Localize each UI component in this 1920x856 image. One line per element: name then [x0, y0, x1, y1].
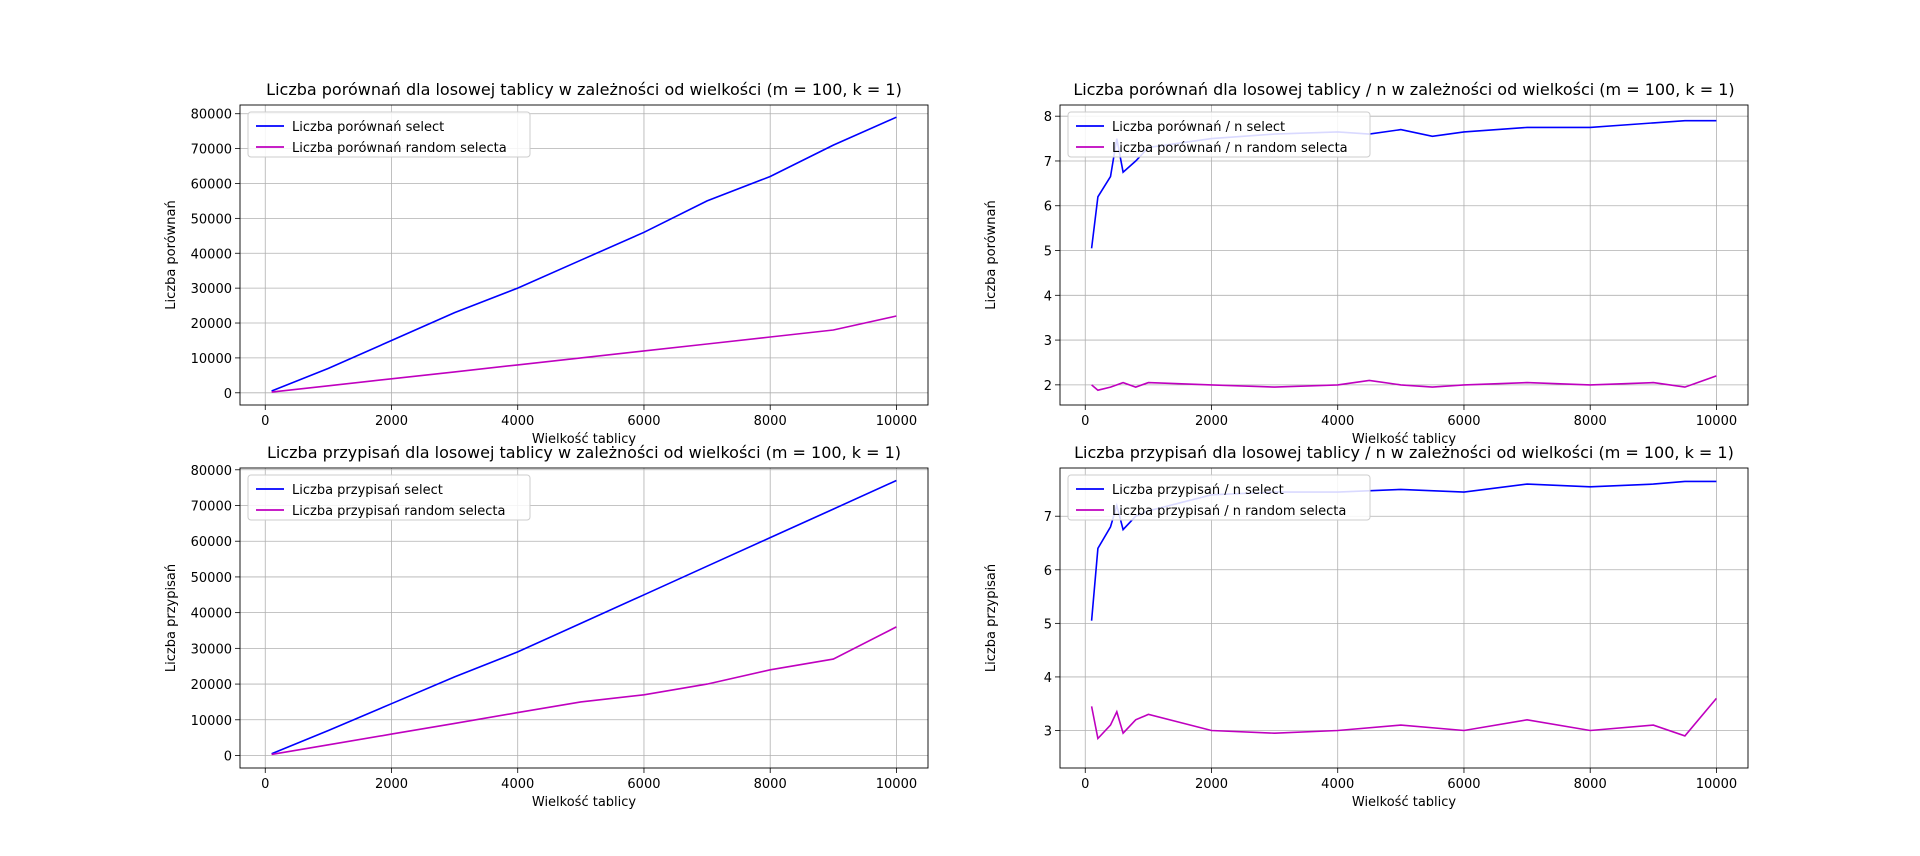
y-tick-label: 6	[1044, 564, 1052, 579]
x-tick-label: 2000	[375, 777, 408, 792]
y-tick-label: 3	[1044, 725, 1052, 740]
x-tick-label: 6000	[627, 414, 660, 429]
x-tick-label: 4000	[501, 414, 534, 429]
chart-3: 0 2000 4000 6000 8000 10000 0 10000 20000 30000 40…	[164, 443, 929, 810]
legend-box	[1067, 111, 1371, 158]
y-tick-label: 30000	[191, 282, 232, 297]
legend-label-1: Liczba porównań / n select	[1112, 120, 1285, 135]
y-tick-label: 70000	[191, 500, 232, 515]
x-tick-label: 10000	[876, 777, 917, 792]
x-tick-label: 8000	[1574, 777, 1607, 792]
y-tick-label: 5	[1044, 245, 1052, 260]
chart-title: Liczba przypisań dla losowej tablicy w z…	[267, 443, 901, 462]
y-tick-label: 10000	[191, 714, 232, 729]
series-line-2	[271, 315, 897, 393]
chart-title: Liczba przypisań dla losowej tablicy / n…	[1074, 443, 1734, 462]
x-tick-label: 6000	[1447, 777, 1480, 792]
y-tick-label: 60000	[191, 535, 232, 550]
y-tick-label: 50000	[191, 212, 232, 227]
chart-1: 0 2000 4000 6000 8000 10000 0 10000 20000 30000 40…	[164, 80, 929, 447]
y-tick-label: 70000	[191, 143, 232, 158]
y-tick-label: 6	[1044, 200, 1052, 215]
chart-title: Liczba porównań dla losowej tablicy w za…	[266, 80, 902, 99]
x-tick-label: 0	[261, 777, 269, 792]
legend-label-2: Liczba porównań / n random selecta	[1112, 141, 1348, 156]
y-axis-label: Liczba porównań	[984, 200, 999, 309]
series-line-2	[1090, 697, 1718, 741]
x-tick-label: 4000	[501, 777, 534, 792]
x-axis-label: Wielkość tablicy	[532, 795, 637, 810]
x-tick-label: 10000	[1696, 414, 1737, 429]
axes-frame	[1059, 104, 1749, 406]
axes-frame	[1059, 467, 1749, 769]
y-tick-label: 3	[1044, 334, 1052, 349]
x-axis-label: Wielkość tablicy	[532, 432, 637, 447]
series-line-2	[271, 626, 897, 756]
x-axis-label: Wielkość tablicy	[1352, 432, 1457, 447]
x-tick-label: 6000	[1447, 414, 1480, 429]
y-tick-label: 60000	[191, 177, 232, 192]
legend-label-1: Liczba przypisań select	[292, 483, 443, 498]
series-line-1	[271, 116, 897, 392]
chart-4: 0 2000 4000 6000 8000 10000 3 4 5 6 7 Liczba przypi…	[984, 443, 1749, 810]
y-tick-label: 4	[1044, 671, 1052, 686]
legend-box	[1067, 474, 1371, 521]
y-tick-label: 50000	[191, 571, 232, 586]
y-tick-label: 80000	[191, 108, 232, 123]
x-tick-label: 10000	[876, 414, 917, 429]
y-tick-label: 7	[1044, 510, 1052, 525]
x-tick-label: 8000	[754, 777, 787, 792]
x-tick-label: 0	[1081, 414, 1089, 429]
legend-label-2: Liczba przypisań random selecta	[292, 504, 505, 519]
y-tick-label: 80000	[191, 464, 232, 479]
y-tick-label: 7	[1044, 155, 1052, 170]
x-tick-label: 2000	[375, 414, 408, 429]
x-tick-label: 6000	[627, 777, 660, 792]
axes-frame	[239, 104, 929, 406]
chart-title: Liczba porównań dla losowej tablicy / n …	[1073, 80, 1734, 99]
y-axis-label: Liczba porównań	[164, 200, 179, 309]
x-tick-label: 10000	[1696, 777, 1737, 792]
x-tick-label: 2000	[1195, 414, 1228, 429]
legend-label-2: Liczba porównań random selecta	[292, 141, 507, 156]
x-tick-label: 0	[1081, 777, 1089, 792]
legend-box	[247, 111, 531, 158]
axes-frame	[239, 467, 929, 769]
y-tick-label: 40000	[191, 607, 232, 622]
x-tick-label: 0	[261, 414, 269, 429]
y-axis-label: Liczba przypisań	[984, 564, 999, 672]
y-tick-label: 8	[1044, 110, 1052, 125]
series-line-1	[271, 479, 897, 755]
y-tick-label: 40000	[191, 247, 232, 262]
y-tick-label: 0	[224, 387, 232, 402]
legend-label-2: Liczba przypisań / n random selecta	[1112, 504, 1346, 519]
legend-box	[247, 474, 531, 521]
y-tick-label: 30000	[191, 642, 232, 657]
y-tick-label: 5	[1044, 617, 1052, 632]
legend-label-1: Liczba porównań select	[292, 120, 444, 135]
x-tick-label: 4000	[1321, 777, 1354, 792]
x-tick-label: 8000	[754, 414, 787, 429]
y-tick-label: 20000	[191, 678, 232, 693]
x-axis-label: Wielkość tablicy	[1352, 795, 1457, 810]
chart-2: 0 2000 4000 6000 8000 10000 2 3 4 5 6 7 8 Liczba poró…	[984, 80, 1749, 447]
x-tick-label: 4000	[1321, 414, 1354, 429]
x-tick-label: 8000	[1574, 414, 1607, 429]
y-tick-label: 4	[1044, 289, 1052, 304]
y-axis-label: Liczba przypisań	[164, 564, 179, 672]
x-tick-label: 2000	[1195, 777, 1228, 792]
y-tick-label: 20000	[191, 317, 232, 332]
y-tick-label: 2	[1044, 379, 1052, 394]
legend-label-1: Liczba przypisań / n select	[1112, 483, 1284, 498]
y-tick-label: 0	[224, 750, 232, 765]
y-tick-label: 10000	[191, 352, 232, 367]
series-line-2	[1091, 375, 1717, 392]
